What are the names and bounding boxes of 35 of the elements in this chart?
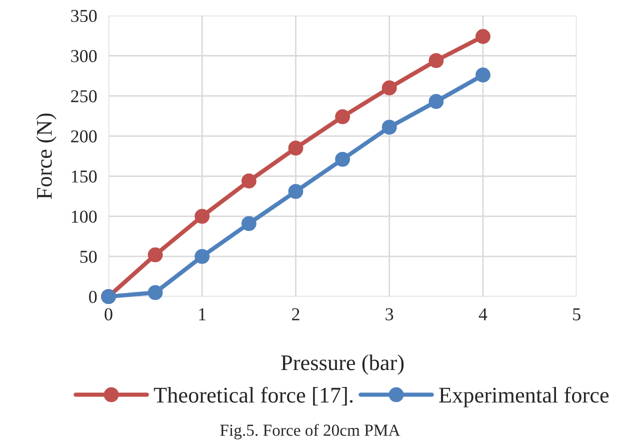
point xyxy=(241,216,256,231)
x-axis-title: Pressure (bar) xyxy=(281,354,404,375)
point xyxy=(288,184,304,199)
x-tick-label: 4 xyxy=(478,308,488,320)
point xyxy=(476,68,490,82)
y-tick-label: 50 xyxy=(80,250,97,263)
point xyxy=(382,120,397,135)
point xyxy=(194,208,210,224)
x-tick-label: 0 xyxy=(104,308,112,320)
y-tick-label: 150 xyxy=(72,170,97,183)
point xyxy=(335,152,350,167)
legend-label: Experimental force xyxy=(439,386,609,408)
legend-label: Theoretical force [17]. xyxy=(154,386,353,406)
point xyxy=(148,247,163,262)
point xyxy=(335,109,350,124)
caption: Fig.5. Force of 20cm PMA xyxy=(220,424,400,440)
x-tick-label: 2 xyxy=(292,308,300,320)
point xyxy=(288,140,304,156)
point xyxy=(476,29,490,44)
y-tick-label: 100 xyxy=(72,210,97,223)
x-tick-label: 5 xyxy=(573,308,580,320)
y-tick-label: 300 xyxy=(71,50,97,62)
point xyxy=(382,80,397,96)
y-tick-label: 350 xyxy=(71,10,97,22)
y-tick-label: 200 xyxy=(71,130,97,142)
y-tick-label: 250 xyxy=(71,90,97,102)
point xyxy=(241,174,256,188)
point xyxy=(428,94,444,109)
point xyxy=(148,285,163,300)
x-tick-label: 3 xyxy=(386,308,394,320)
point xyxy=(428,53,444,68)
y-axis-title: Force (N) xyxy=(36,114,56,199)
x-tick-label: 1 xyxy=(199,308,206,320)
y-tick-label: 0 xyxy=(89,290,97,304)
point xyxy=(194,248,210,264)
